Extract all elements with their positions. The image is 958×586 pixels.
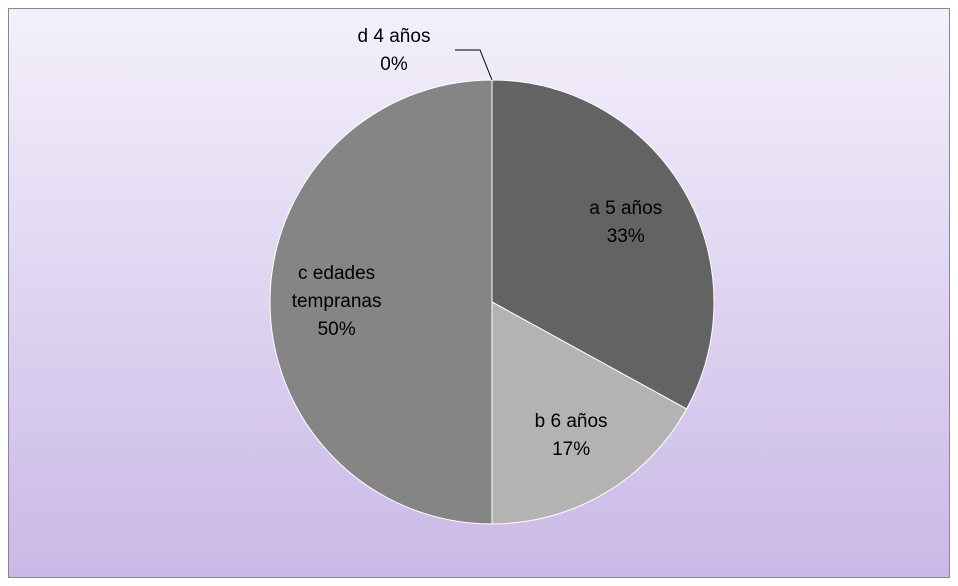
slice-label: d 4 años 0% [329,23,459,79]
slice-value-label: 50% [317,319,356,340]
slice-category: a 5 años [589,197,663,219]
slice-label: c edades tempranas 50% [272,260,402,344]
pie-slice [491,79,715,410]
slice-category: c edades tempranas [291,263,382,312]
slice-category: d 4 años [357,26,431,47]
slice-value-label: 0% [380,54,408,75]
slice-label: b 6 años 17% [506,408,636,464]
slice-value-label: 17% [552,438,591,460]
pie-slice [269,79,493,525]
slice-label: a 5 años 33% [561,195,691,251]
slice-category: b 6 años [534,410,608,432]
leader-line [455,49,493,81]
slice-value-label: 33% [606,225,645,247]
pie-slice [491,301,688,525]
